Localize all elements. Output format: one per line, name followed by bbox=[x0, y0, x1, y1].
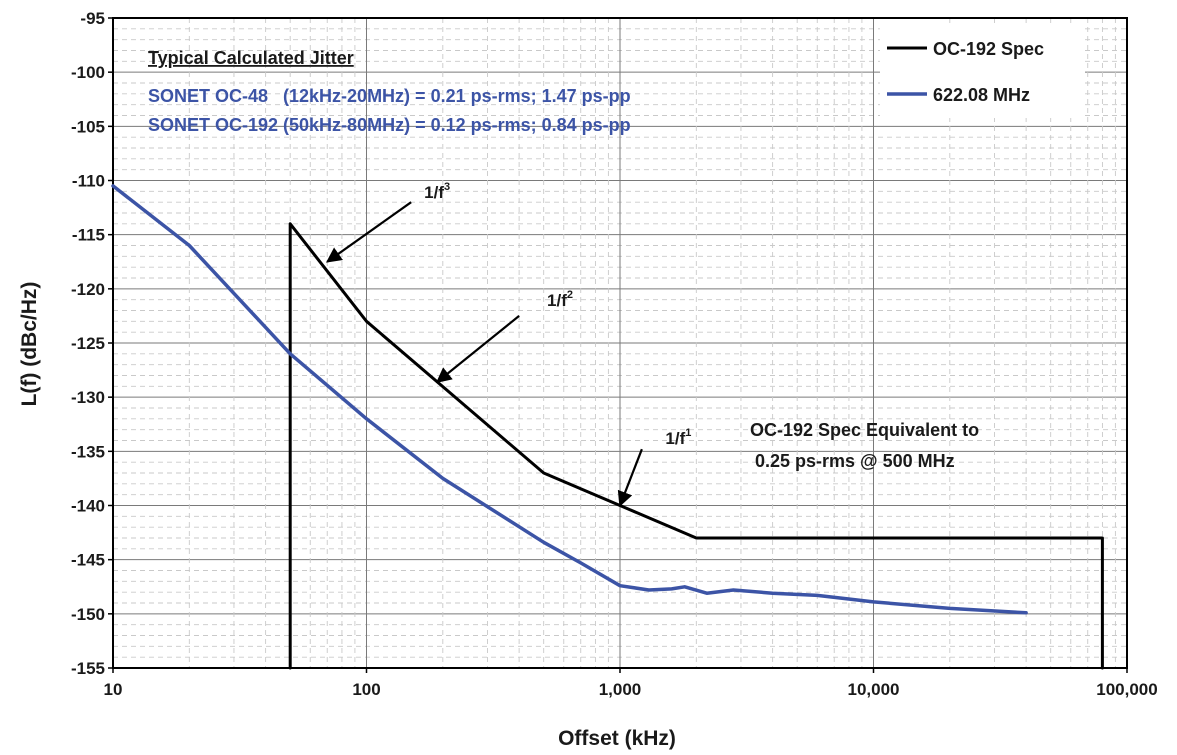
y-tick-label: -135 bbox=[71, 442, 105, 461]
jitter-line-oc192: SONET OC-192 (50kHz-80MHz) = 0.12 ps-rms… bbox=[148, 115, 631, 135]
y-tick-label: -110 bbox=[72, 172, 105, 191]
axes: -95 -100 -105 -110 -115 -120 -125 -130 -135 -140 -… bbox=[71, 9, 1158, 699]
annotation-label-slope-f1: 1/f1 bbox=[665, 427, 691, 448]
spec-note-line-2: 0.25 ps-rms @ 500 MHz bbox=[755, 451, 955, 471]
grid bbox=[113, 18, 1127, 668]
annotation-exponent: 2 bbox=[567, 289, 573, 301]
annotation-exponent: 1 bbox=[685, 427, 691, 439]
legend-label: 622.08 MHz bbox=[933, 85, 1030, 105]
jitter-title: Typical Calculated Jitter bbox=[148, 48, 354, 68]
annotation-arrow-slope-f1 bbox=[617, 448, 643, 507]
x-tick-label: 100,000 bbox=[1096, 680, 1157, 699]
annotation-arrow-slope-f2 bbox=[435, 315, 520, 383]
annotation-arrow-slope-f3 bbox=[325, 201, 412, 263]
x-tick-label: 1,000 bbox=[599, 680, 642, 699]
y-tick-label: -120 bbox=[71, 280, 105, 299]
annotation-exponent: 3 bbox=[444, 181, 450, 193]
y-tick-label: -100 bbox=[71, 63, 105, 82]
y-tick-label: -140 bbox=[71, 497, 105, 516]
y-tick-label: -145 bbox=[71, 551, 105, 570]
annotation-label-slope-f2: 1/f2 bbox=[547, 289, 573, 310]
x-tick-label: 100 bbox=[352, 680, 380, 699]
y-tick-label: -150 bbox=[71, 605, 105, 624]
y-tick-label: -105 bbox=[71, 117, 105, 136]
series-line-622-08-mhz bbox=[111, 184, 1028, 615]
jitter-line-oc48: SONET OC-48 (12kHz-20MHz) = 0.21 ps-rms;… bbox=[148, 86, 631, 106]
x-tick-label: 10,000 bbox=[848, 680, 900, 699]
y-axis-title: L(f) (dBc/Hz) bbox=[18, 282, 41, 407]
series-line-oc-192-spec bbox=[288, 222, 1104, 670]
y-tick-label: -155 bbox=[71, 659, 105, 678]
spec-note-line-1: OC-192 Spec Equivalent to bbox=[750, 420, 979, 440]
legend-box bbox=[880, 26, 1085, 118]
annotations: 1/f3 1/f2 1/f1 bbox=[325, 181, 691, 507]
x-axis-title: Offset (kHz) bbox=[558, 727, 676, 750]
y-tick-label: -125 bbox=[71, 334, 105, 353]
y-tick-label: -130 bbox=[71, 388, 105, 407]
y-tick-label: -115 bbox=[72, 226, 105, 245]
y-tick-label: -95 bbox=[80, 9, 105, 28]
x-tick-label: 10 bbox=[104, 680, 123, 699]
series-layer bbox=[111, 184, 1104, 670]
legend-label: OC-192 Spec bbox=[933, 39, 1044, 59]
jitter-info: Typical Calculated Jitter SONET OC-48 (1… bbox=[18, 48, 979, 750]
annotation-label-slope-f3: 1/f3 bbox=[424, 181, 450, 202]
legend: OC-192 Spec 622.08 MHz bbox=[880, 26, 1085, 118]
